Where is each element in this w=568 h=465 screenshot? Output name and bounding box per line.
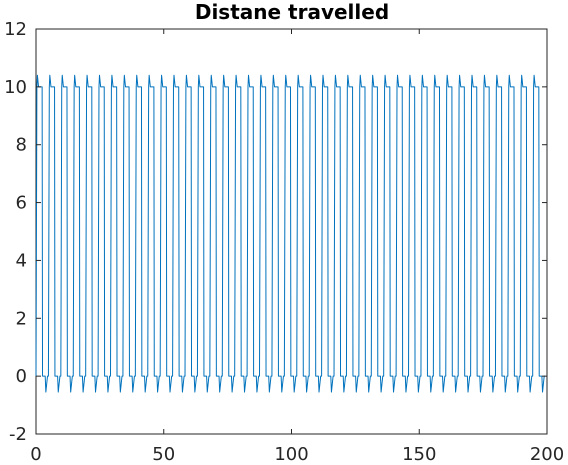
x-tick-label: 150: [402, 444, 436, 465]
y-tick-label: -2: [9, 424, 27, 445]
y-tick-label: 10: [4, 77, 27, 98]
y-tick-label: 12: [4, 19, 27, 40]
chart-title: Distane travelled: [195, 0, 389, 24]
y-tick-label: 2: [16, 308, 27, 329]
x-tick-label: 200: [530, 444, 564, 465]
series-layer: [35, 74, 546, 393]
y-tick-label: 8: [16, 135, 27, 156]
y-tick-label: 0: [16, 366, 27, 387]
y-tick-label: 6: [16, 193, 27, 214]
series-line: [35, 74, 546, 393]
y-tick-label: 4: [16, 250, 27, 271]
x-tick-label: 0: [30, 444, 41, 465]
x-tick-label: 100: [274, 444, 308, 465]
x-tick-label: 50: [152, 444, 175, 465]
